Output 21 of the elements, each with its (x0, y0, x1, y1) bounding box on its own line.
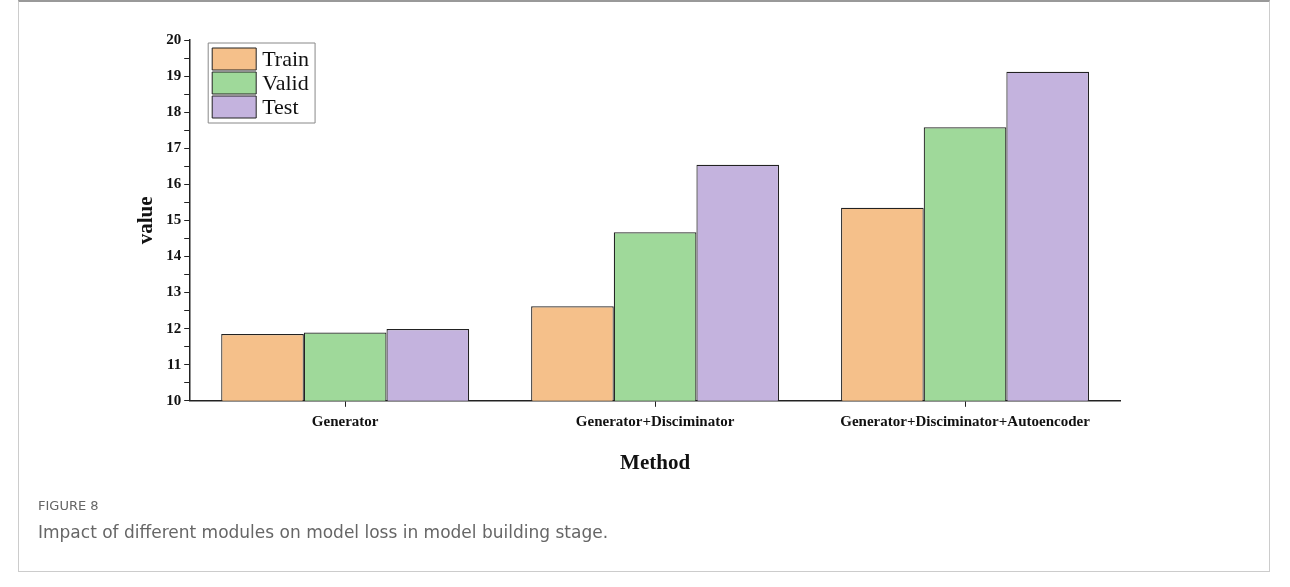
y-tick-label: 16 (166, 175, 182, 192)
y-tick-label: 18 (166, 103, 182, 120)
legend-label: Test (262, 93, 299, 119)
y-tick-label: 19 (166, 66, 182, 83)
caption: FIGURE 8 (38, 498, 99, 513)
y-tick-label: 17 (166, 139, 182, 156)
text: Impact of different modules on model loss in model building stage. (38, 522, 609, 542)
x-tick-label: Generator+Disciminator (575, 412, 735, 429)
y-tick-label: 12 (166, 319, 182, 336)
y-tick-label: 13 (166, 283, 182, 300)
legend-label: Train (262, 45, 310, 71)
y-tick-label: 15 (166, 211, 182, 228)
legend-label: Valid (262, 69, 309, 95)
y-tick-label: 20 (166, 30, 182, 47)
y-tick-label: 14 (166, 247, 182, 264)
x-axis-title: Method (620, 449, 691, 474)
y-tick-label: 11 (167, 355, 182, 372)
x-tick-label: Generator+Disciminator+Autoencoder (840, 412, 1091, 429)
y-tick-label: 10 (166, 391, 182, 408)
x-tick-label: Generator (311, 412, 379, 429)
y-axis-title: value (133, 196, 158, 245)
